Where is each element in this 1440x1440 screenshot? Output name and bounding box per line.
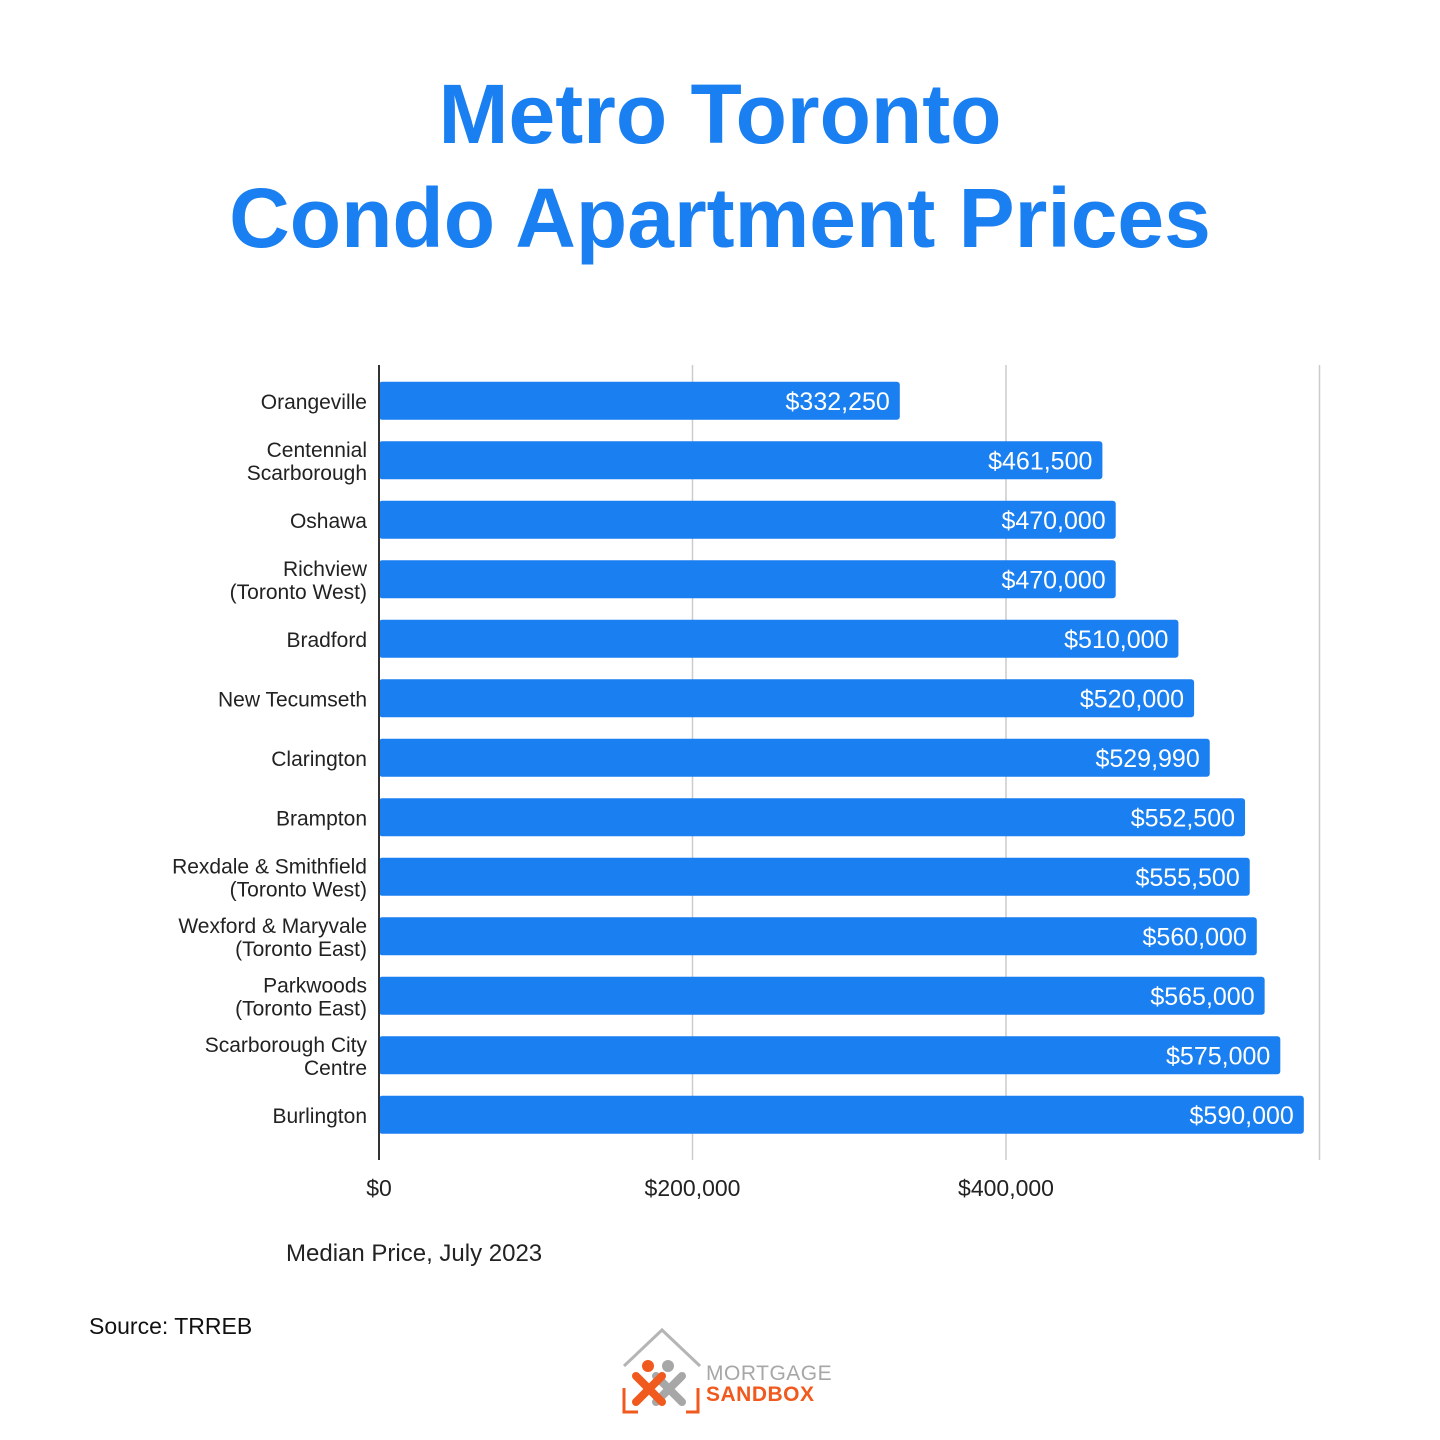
- bar: [379, 441, 1103, 480]
- bar: [379, 1095, 1304, 1134]
- mortgage-sandbox-logo: MORTGAGE SANDBOX: [620, 1326, 833, 1418]
- category-label: (Toronto East): [235, 938, 367, 961]
- bar: [379, 1036, 1281, 1075]
- bar-value-label: $470,000: [1001, 507, 1105, 535]
- logo-text-sandbox: SANDBOX: [706, 1383, 815, 1406]
- bar-value-label: $552,500: [1131, 804, 1235, 832]
- category-label: (Toronto East): [235, 997, 367, 1020]
- category-label: Orangeville: [261, 391, 367, 414]
- category-label: Wexford & Maryvale: [178, 915, 367, 938]
- chart-title: Metro Toronto Condo Apartment Prices: [0, 62, 1440, 270]
- bar-value-label: $470,000: [1001, 566, 1105, 594]
- x-tick-label: $0: [366, 1175, 392, 1201]
- category-label: Parkwoods: [263, 974, 367, 997]
- bar-value-label: $529,990: [1095, 745, 1199, 773]
- bar: [379, 679, 1195, 718]
- bar: [379, 976, 1265, 1015]
- house-people-logo-icon: [622, 1327, 702, 1414]
- category-label: Burlington: [272, 1105, 367, 1128]
- category-label: Rexdale & Smithfield: [172, 855, 367, 878]
- chart-title-line-1: Metro Toronto: [438, 67, 1002, 161]
- category-label: (Toronto West): [230, 878, 367, 901]
- bar-value-label: $332,250: [786, 388, 890, 416]
- category-label: Oshawa: [290, 510, 367, 533]
- bar: [379, 619, 1179, 658]
- x-tick-label: $200,000: [645, 1175, 741, 1201]
- logo-text-mortgage: MORTGAGE: [706, 1362, 833, 1385]
- bar-value-label: $520,000: [1080, 685, 1184, 713]
- category-label: (Toronto West): [230, 581, 367, 604]
- bar-value-label: $555,500: [1135, 864, 1239, 892]
- bar-chart: $332,250Orangeville$461,500CentennialSca…: [172, 365, 1321, 1267]
- x-axis-title: Median Price, July 2023: [286, 1240, 542, 1267]
- category-label: Bradford: [286, 629, 367, 652]
- x-tick-label: $400,000: [958, 1175, 1054, 1201]
- bar: [379, 857, 1250, 896]
- bar: [379, 917, 1257, 956]
- bar: [379, 738, 1210, 777]
- category-label: Scarborough City: [205, 1034, 368, 1057]
- bar-value-label: $510,000: [1064, 626, 1168, 654]
- bar-value-label: $590,000: [1190, 1102, 1294, 1130]
- source-note: Source: TRREB: [89, 1313, 253, 1339]
- bar-value-label: $565,000: [1150, 983, 1254, 1011]
- category-label: Clarington: [271, 748, 367, 771]
- category-label: New Tecumseth: [218, 688, 367, 711]
- bar: [379, 381, 900, 420]
- bar: [379, 560, 1116, 599]
- category-label: Richview: [283, 558, 368, 581]
- bar-value-label: $461,500: [988, 447, 1092, 475]
- chart-title-line-2: Condo Apartment Prices: [229, 171, 1211, 265]
- category-label: Centre: [304, 1057, 367, 1080]
- category-label: Centennial: [267, 439, 367, 462]
- bar-value-label: $575,000: [1166, 1042, 1270, 1070]
- category-label: Scarborough: [247, 462, 367, 485]
- category-label: Brampton: [276, 807, 367, 830]
- bar: [379, 798, 1246, 837]
- bar: [379, 500, 1116, 539]
- bar-value-label: $560,000: [1143, 923, 1247, 951]
